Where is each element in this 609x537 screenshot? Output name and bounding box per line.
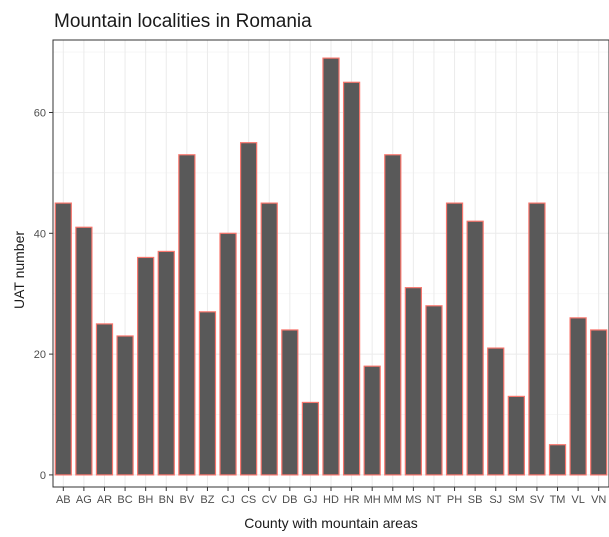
x-tick-label: SB — [468, 494, 483, 506]
bar-CJ — [219, 232, 237, 476]
x-tick-label: HD — [323, 494, 339, 506]
bar-BN — [157, 250, 175, 476]
bar-VN — [590, 329, 608, 476]
bar-GJ — [301, 401, 320, 476]
bars — [54, 57, 608, 476]
x-tick-label: BZ — [200, 494, 214, 506]
x-tick-label: CS — [241, 494, 256, 506]
bar-AR — [95, 323, 114, 476]
bar-SM — [507, 395, 525, 476]
bar-NT — [425, 305, 443, 476]
x-axis-ticks: AB AG AR BC BH BN BV BZ CJ CS CV DB GJ HD HR MH MM MS NT PH… — [56, 487, 606, 506]
bar-SJ — [487, 347, 505, 476]
x-tick-label: GJ — [303, 494, 317, 506]
bar-HD — [322, 57, 340, 476]
x-tick-label: VN — [591, 494, 606, 506]
bar-BV — [178, 154, 196, 476]
x-tick-label: PH — [447, 494, 462, 506]
y-tick-label: 60 — [34, 107, 46, 119]
x-tick-label: AG — [76, 494, 92, 506]
x-tick-label: MS — [405, 494, 422, 506]
y-axis-ticks: 0 20 40 60 — [34, 107, 53, 482]
x-tick-label: AB — [56, 494, 71, 506]
x-tick-label: SM — [508, 494, 525, 506]
bar-DB — [281, 329, 299, 476]
bar-AG — [75, 226, 93, 476]
x-axis-title: County with mountain areas — [244, 515, 418, 531]
x-tick-label: HR — [344, 494, 360, 506]
x-tick-label: DB — [282, 494, 297, 506]
y-tick-label: 20 — [34, 349, 46, 361]
x-tick-label: CV — [262, 494, 278, 506]
x-tick-label: BN — [159, 494, 174, 506]
x-tick-label: AR — [97, 494, 112, 506]
bar-CV — [260, 202, 278, 476]
y-tick-label: 0 — [40, 470, 46, 482]
y-axis-title: UAT number — [11, 231, 27, 309]
x-tick-label: TM — [550, 494, 566, 506]
bar-BC — [116, 335, 134, 476]
x-tick-label: VL — [571, 494, 584, 506]
x-tick-label: BV — [180, 494, 195, 506]
bar-MM — [384, 154, 402, 476]
y-tick-label: 40 — [34, 228, 46, 240]
bar-BZ — [198, 311, 217, 476]
bar-MH — [363, 365, 381, 476]
bar-SB — [466, 220, 484, 476]
x-tick-label: BH — [138, 494, 153, 506]
x-tick-label: SJ — [489, 494, 502, 506]
bar-TM — [548, 444, 567, 476]
bar-MS — [404, 287, 423, 476]
bar-HR — [342, 81, 361, 476]
chart-title: Mountain localities in Romania — [54, 11, 312, 32]
bar-BH — [137, 256, 155, 476]
x-tick-label: SV — [530, 494, 545, 506]
bar-CS — [239, 142, 258, 476]
x-tick-label: MH — [364, 494, 381, 506]
bar-AB — [54, 202, 72, 476]
x-tick-label: MM — [384, 494, 402, 506]
bar-PH — [445, 202, 464, 476]
x-tick-label: BC — [117, 494, 132, 506]
x-tick-label: NT — [427, 494, 442, 506]
bar-SV — [528, 202, 546, 476]
bar-VL — [569, 317, 587, 476]
x-tick-label: CJ — [221, 494, 234, 506]
